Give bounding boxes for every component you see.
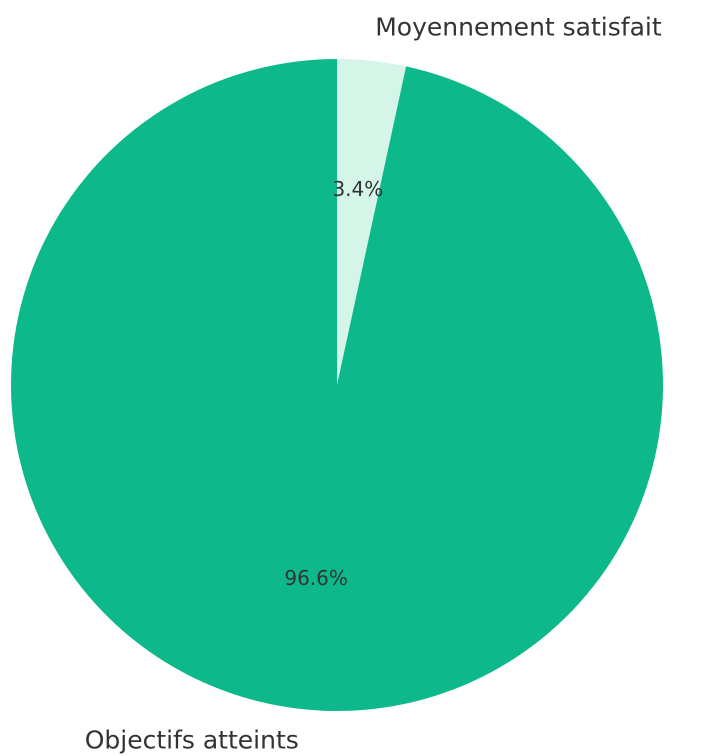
pie-slice-moyennement-satisfait [337,59,407,385]
slice-percent-moyennement-satisfait: 3.4% [332,177,383,201]
labels-layer: Moyennement satisfait 3.4% Objectifs attei… [85,12,662,754]
slice-label-moyennement-satisfait: Moyennement satisfait [375,12,662,41]
slice-percent-objectifs-atteints: 96.6% [284,566,348,590]
pie-slice-objectifs-atteints [11,58,664,711]
slice-label-objectifs-atteints: Objectifs atteints [85,726,299,755]
slices-layer [11,58,664,711]
